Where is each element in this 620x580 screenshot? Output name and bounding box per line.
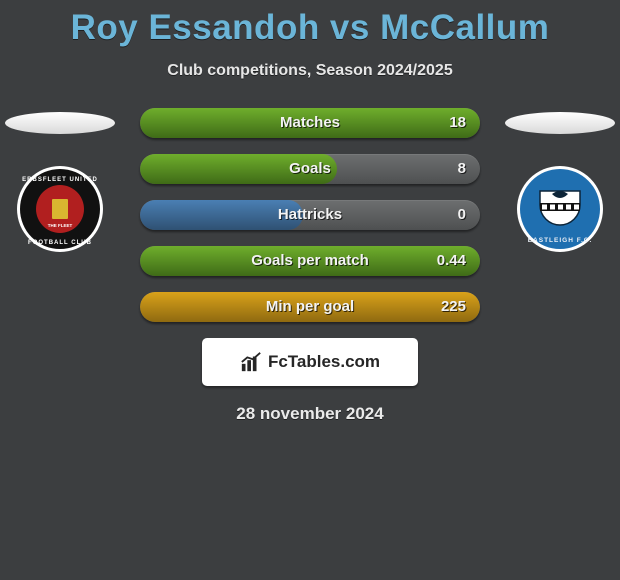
stat-value: 18 — [449, 108, 466, 138]
team-crest-left: EBBSFLEET UNITED FOOTBALL CLUB THE FLEET — [17, 166, 103, 252]
svg-text:EASTLEIGH F.C.: EASTLEIGH F.C. — [528, 237, 593, 244]
stat-label: Goals — [140, 154, 480, 184]
stat-label: Goals per match — [140, 246, 480, 276]
stat-bar: Min per goal225 — [140, 292, 480, 322]
stat-value: 225 — [441, 292, 466, 322]
page-title: Roy Essandoh vs McCallum — [0, 0, 620, 48]
player-pedestal-right — [505, 112, 615, 134]
stat-bar: Matches18 — [140, 108, 480, 138]
page-subtitle: Club competitions, Season 2024/2025 — [0, 62, 620, 80]
stat-label: Matches — [140, 108, 480, 138]
shield-icon: EASTLEIGH F.C. — [517, 166, 603, 252]
brand-card[interactable]: FcTables.com — [202, 338, 418, 386]
stat-bar: Hattricks0 — [140, 200, 480, 230]
brand-text: FcTables.com — [268, 352, 380, 372]
stat-label: Hattricks — [140, 200, 480, 230]
stat-bar: Goals per match0.44 — [140, 246, 480, 276]
svg-text:FOOTBALL CLUB: FOOTBALL CLUB — [28, 240, 92, 246]
generated-date: 28 november 2024 — [0, 404, 620, 424]
svg-text:THE FLEET: THE FLEET — [48, 223, 73, 228]
stat-bars: Matches18 Goals8 Hattricks0 Goals per match… — [140, 108, 480, 322]
team-crest-right: EASTLEIGH F.C. — [517, 166, 603, 252]
stat-value: 0 — [458, 200, 466, 230]
comparison-stage: EBBSFLEET UNITED FOOTBALL CLUB THE FLEET… — [0, 108, 620, 322]
stat-value: 0.44 — [437, 246, 466, 276]
stat-label: Min per goal — [140, 292, 480, 322]
shield-icon: EBBSFLEET UNITED FOOTBALL CLUB THE FLEET — [17, 166, 103, 252]
svg-text:EBBSFLEET UNITED: EBBSFLEET UNITED — [22, 177, 98, 183]
player-pedestal-left — [5, 112, 115, 134]
stat-bar: Goals8 — [140, 154, 480, 184]
stat-value: 8 — [458, 154, 466, 184]
bar-chart-icon — [240, 351, 262, 373]
